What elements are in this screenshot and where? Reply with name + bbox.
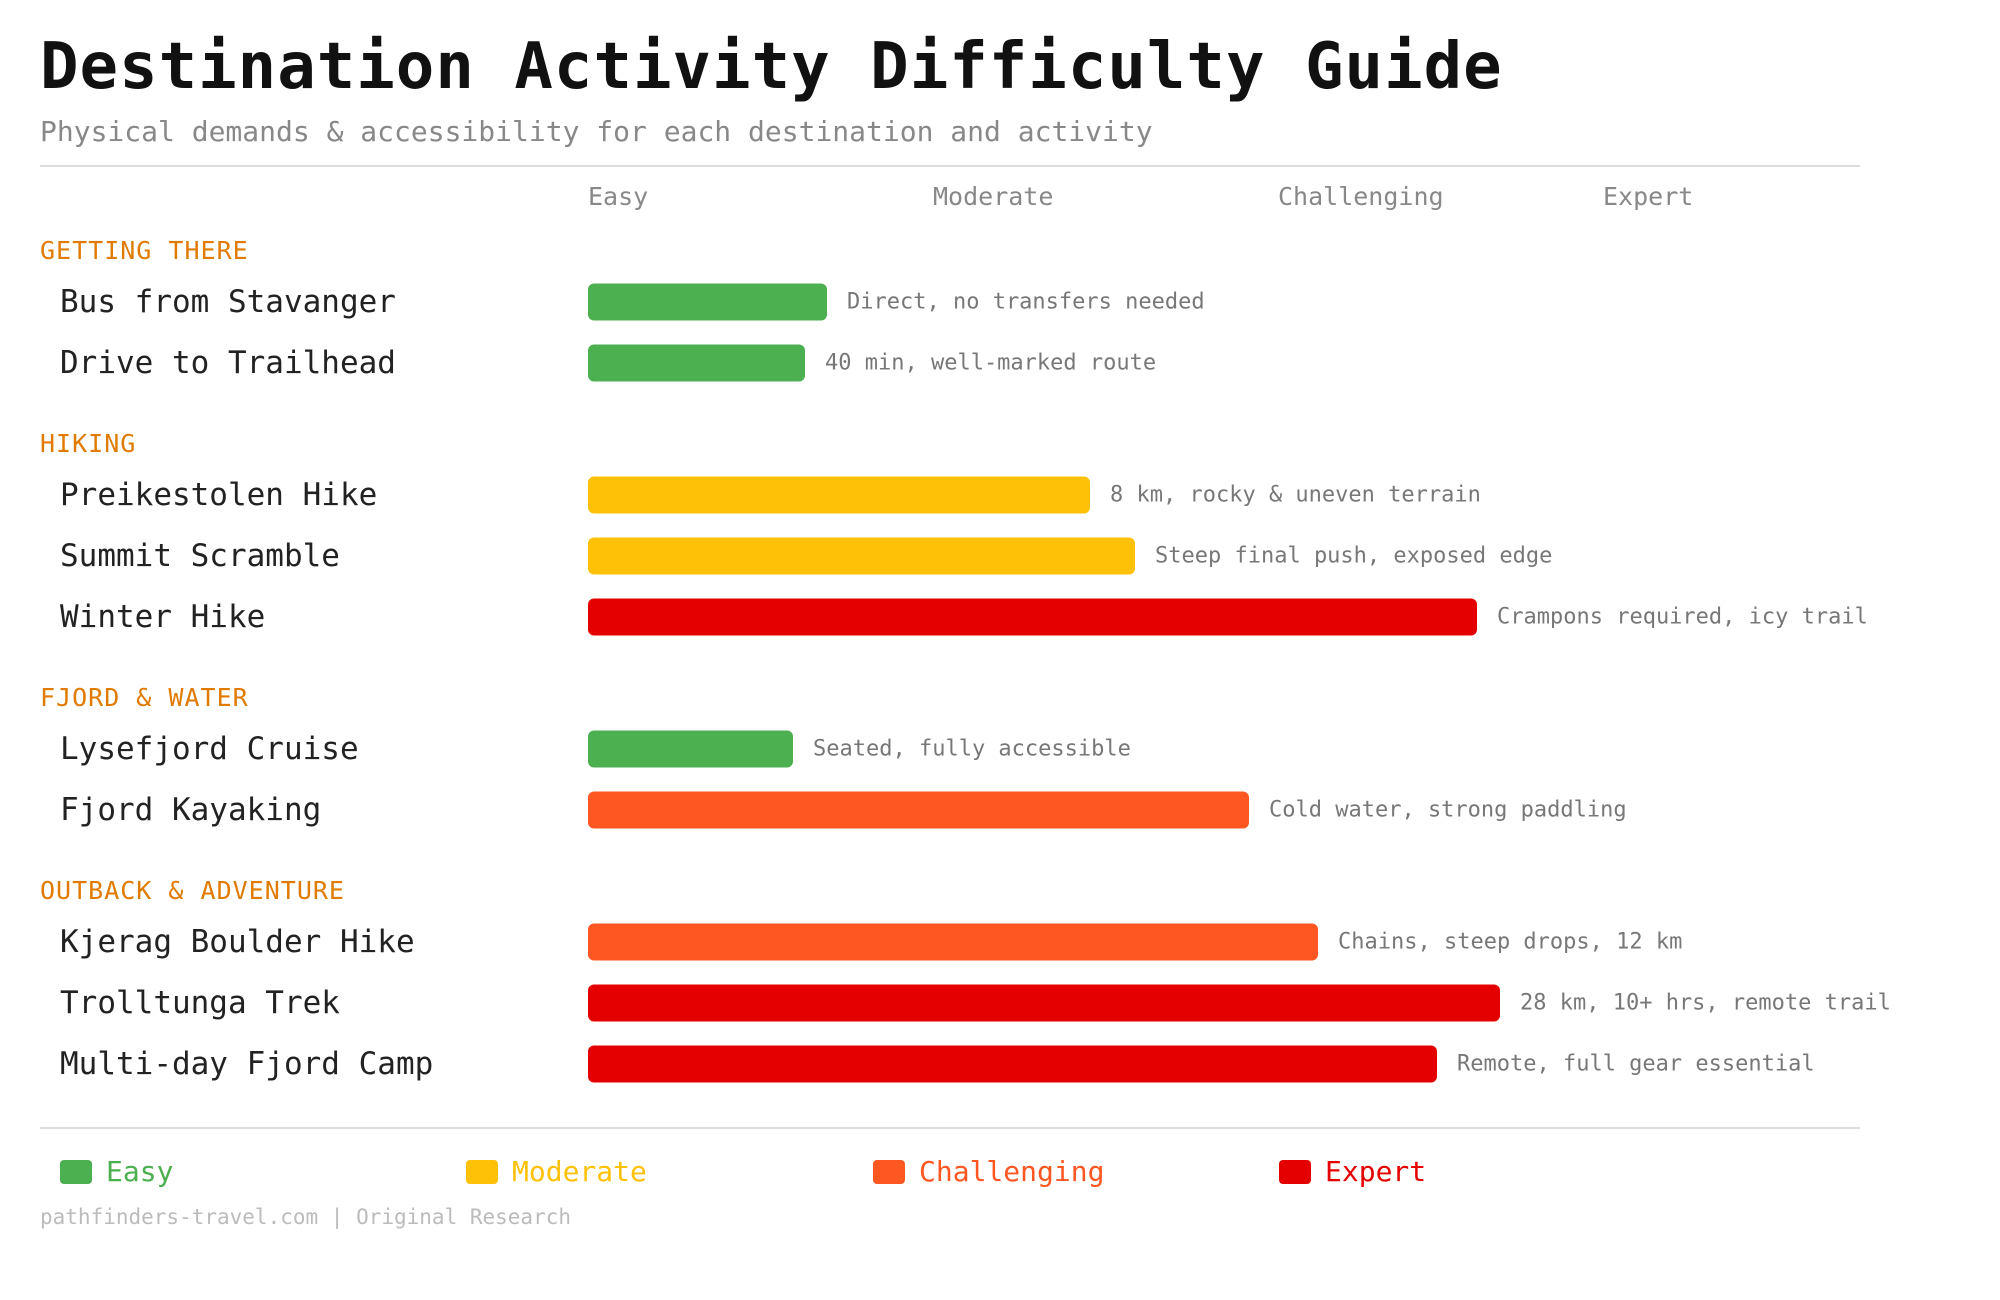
bar-note-summit-scramble: Steep final push, exposed edge <box>1155 543 1553 569</box>
legend-item-challenging: Challenging <box>873 1155 1104 1188</box>
legend-swatch-easy <box>60 1159 92 1184</box>
legend-divider <box>40 1127 1860 1129</box>
bar-drive-to-trailhead <box>588 344 805 382</box>
section-heading-getting-there: GETTING THERE <box>40 236 249 265</box>
legend-label-easy: Easy <box>106 1155 174 1188</box>
footer-credit: pathfinders-travel.com | Original Resear… <box>40 1205 572 1229</box>
row-label-multi-day-fjord-camp: Multi-day Fjord Camp <box>60 1046 434 1082</box>
scale-label-easy: Easy <box>588 182 649 211</box>
legend-item-expert: Expert <box>1279 1155 1426 1188</box>
bar-note-trolltunga-trek: 28 km, 10+ hrs, remote trail <box>1520 990 1891 1016</box>
bar-summit-scramble <box>588 537 1135 575</box>
bar-kjerag-boulder-hike <box>588 923 1318 961</box>
legend-swatch-challenging <box>873 1159 905 1184</box>
bar-note-fjord-kayaking: Cold water, strong paddling <box>1269 797 1627 823</box>
scale-label-expert: Expert <box>1603 182 1694 211</box>
bar-note-bus-from-stavanger: Direct, no transfers needed <box>847 289 1205 315</box>
row-label-winter-hike: Winter Hike <box>60 599 266 635</box>
row-label-bus-from-stavanger: Bus from Stavanger <box>60 284 396 320</box>
chart-title: Destination Activity Difficulty Guide <box>40 30 1503 104</box>
row-label-summit-scramble: Summit Scramble <box>60 538 340 574</box>
bar-note-multi-day-fjord-camp: Remote, full gear essential <box>1457 1051 1815 1077</box>
legend-label-moderate: Moderate <box>512 1155 647 1188</box>
bar-note-winter-hike: Crampons required, icy trail <box>1497 604 1868 630</box>
bar-fjord-kayaking <box>588 791 1249 829</box>
row-label-fjord-kayaking: Fjord Kayaking <box>60 792 322 828</box>
chart-subtitle: Physical demands & accessibility for eac… <box>40 115 1153 148</box>
header-divider <box>40 165 1860 167</box>
bar-bus-from-stavanger <box>588 283 827 321</box>
legend-item-moderate: Moderate <box>466 1155 647 1188</box>
legend-label-challenging: Challenging <box>919 1155 1105 1188</box>
bar-trolltunga-trek <box>588 984 1500 1022</box>
row-label-drive-to-trailhead: Drive to Trailhead <box>60 345 396 381</box>
bar-note-drive-to-trailhead: 40 min, well-marked route <box>825 350 1157 376</box>
bar-lysefjord-cruise <box>588 730 793 768</box>
section-heading-outback-adventure: OUTBACK & ADVENTURE <box>40 876 345 905</box>
scale-label-challenging: Challenging <box>1278 182 1444 211</box>
scale-label-moderate: Moderate <box>933 182 1054 211</box>
bar-winter-hike <box>588 598 1477 636</box>
legend-swatch-expert <box>1279 1159 1311 1184</box>
section-heading-hiking: HIKING <box>40 429 137 458</box>
bar-preikestolen-hike <box>588 476 1090 514</box>
legend-swatch-moderate <box>466 1159 498 1184</box>
bar-note-kjerag-boulder-hike: Chains, steep drops, 12 km <box>1338 929 1683 955</box>
bar-note-preikestolen-hike: 8 km, rocky & uneven terrain <box>1110 482 1481 508</box>
legend-label-expert: Expert <box>1325 1155 1427 1188</box>
row-label-trolltunga-trek: Trolltunga Trek <box>60 985 340 1021</box>
section-heading-fjord-water: FJORD & WATER <box>40 683 249 712</box>
bar-multi-day-fjord-camp <box>588 1045 1437 1083</box>
row-label-lysefjord-cruise: Lysefjord Cruise <box>60 731 359 767</box>
row-label-preikestolen-hike: Preikestolen Hike <box>60 477 378 513</box>
row-label-kjerag-boulder-hike: Kjerag Boulder Hike <box>60 924 415 960</box>
legend-item-easy: Easy <box>60 1155 173 1188</box>
bar-note-lysefjord-cruise: Seated, fully accessible <box>813 736 1131 762</box>
